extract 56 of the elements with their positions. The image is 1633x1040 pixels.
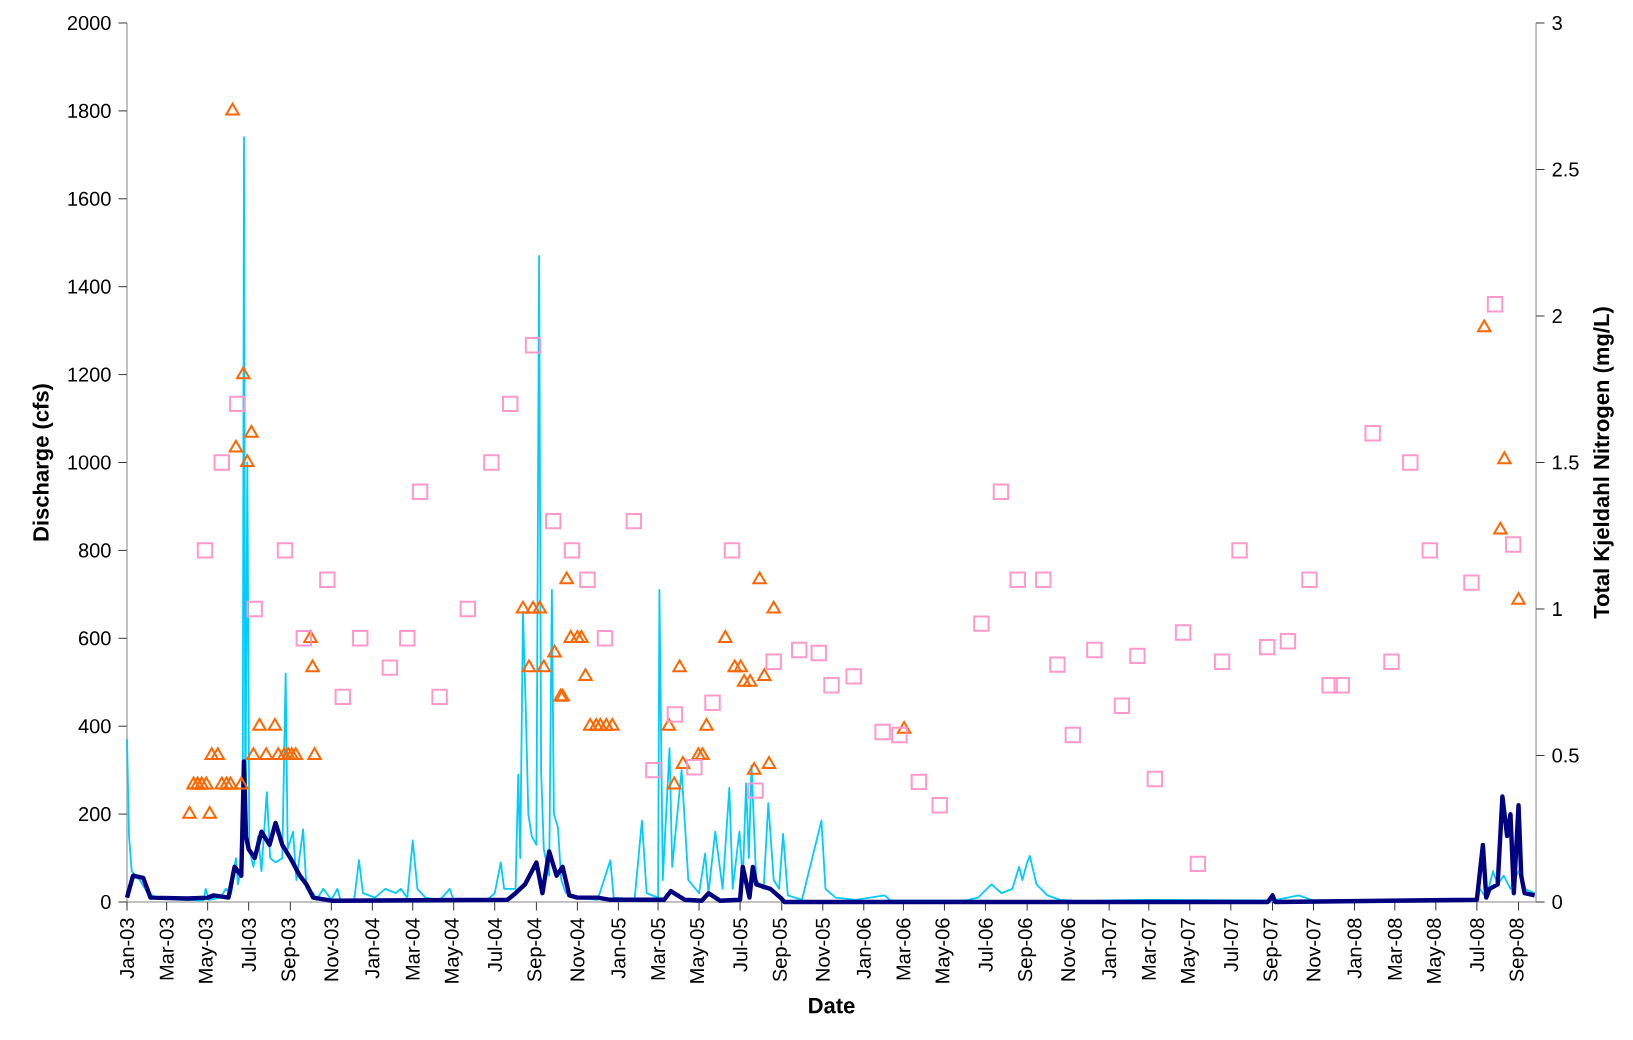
x-tick-label: Sep-07 [1263,918,1282,982]
x-tick-label: Jan-07 [1102,918,1117,979]
y-tick-label: 2000 [67,15,111,31]
x-axis-title: Date [809,998,855,1014]
y2-tick-label: 2.5 [1552,162,1579,177]
x-tick-label: Jul-07 [1223,918,1239,972]
x-tick-label: Nov-07 [1306,918,1321,981]
y2-tick-label: 1 [1553,602,1562,616]
x-tick-label: Jan-03 [119,918,135,979]
x-tick-label: Jul-06 [978,918,993,972]
y-axis-title: Discharge (cfs) [32,384,54,541]
y2-tick-label: 2 [1552,309,1562,323]
y2-axis-title: Total Kjeldahl Nitrogen (mg/L) [1593,307,1614,619]
x-tick-label: Mar-05 [651,918,666,980]
y-tick-label: 600 [79,631,111,646]
x-tick-label: Mar-06 [896,918,911,980]
x-tick-label: Sep-04 [527,918,546,982]
x-tick-label: Jan-05 [611,918,626,979]
x-tick-label: Nov-04 [570,918,585,981]
x-tick-label: Sep-03 [281,918,300,982]
x-tick-label: May-07 [1180,918,1199,983]
x-tick-label: May-08 [1426,918,1445,983]
x-tick-label: Sep-08 [1509,918,1528,982]
x-tick-label: Jul-04 [487,918,503,972]
x-tick-label: Nov-06 [1061,918,1076,981]
y-tick-label: 800 [78,543,111,558]
y-tick-label: 0 [101,894,111,910]
x-tick-label: Mar-03 [159,918,174,980]
x-tick-label: Sep-06 [1018,918,1037,982]
y2-tick-label: 1.5 [1553,455,1579,470]
y-tick-label: 200 [79,807,111,822]
x-tick-label: May-05 [690,918,709,983]
x-tick-label: Jul-08 [1469,918,1485,972]
y-tick-label: 1200 [68,367,111,382]
y2-tick-label: 0.5 [1552,748,1579,763]
y-tick-label: 1600 [68,191,111,206]
x-tick-label: Nov-03 [324,918,339,981]
x-tick-label: Mar-08 [1387,918,1402,980]
x-tick-label: May-06 [935,918,954,983]
y-tick-label: 1000 [68,455,111,470]
y-tick-label: 400 [78,719,111,734]
x-tick-label: Nov-05 [815,918,830,981]
x-tick-label: Mar-07 [1141,918,1156,980]
x-tick-label: May-04 [444,918,463,983]
x-tick-label: Jul-05 [732,918,748,972]
y2-tick-label: 3 [1552,15,1562,31]
x-tick-label: May-03 [198,918,217,983]
x-tick-label: Jul-03 [241,918,257,972]
x-tick-label: Mar-04 [405,918,420,980]
y-tick-label: 1800 [68,103,111,118]
y-tick-label: 1400 [68,279,111,294]
x-tick-label: Jan-06 [856,918,871,979]
x-tick-label: Jan-08 [1347,918,1362,979]
x-tick-label: Sep-05 [772,918,791,982]
x-tick-label: Jan-04 [365,918,380,979]
y2-tick-label: 0 [1552,894,1562,910]
